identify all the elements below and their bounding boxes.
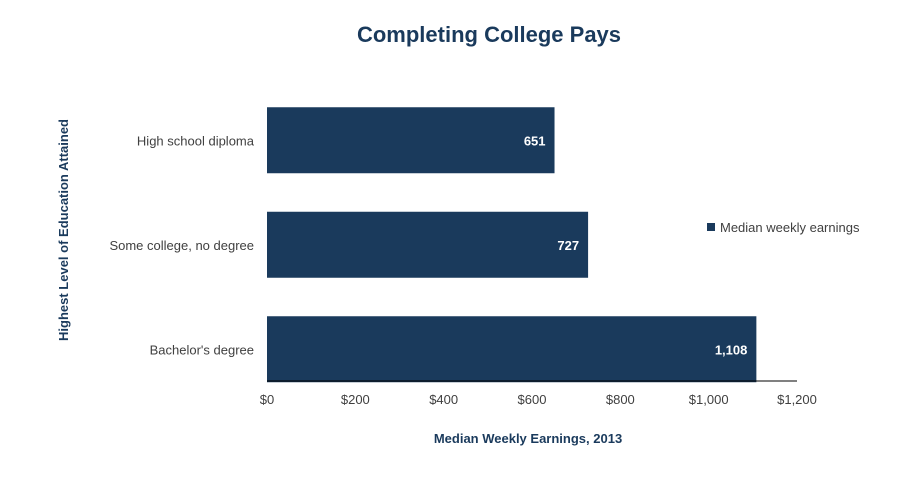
x-tick-label: $0 [260,392,274,407]
category-labels: High school diploma Some college, no degr… [109,133,254,357]
bar-group: 651 727 1,108 [267,107,757,383]
legend-label: Median weekly earnings [720,220,860,235]
data-label: 1,108 [715,342,748,357]
category-label: High school diploma [137,133,255,148]
legend: Median weekly earnings [707,220,860,235]
category-label: Some college, no degree [109,238,254,253]
bar [267,211,589,278]
x-axis-title: Median Weekly Earnings, 2013 [434,431,622,446]
data-label: 651 [524,133,546,148]
y-axis-title: Highest Level of Education Attained [56,119,71,341]
x-tick-labels: $0 $200 $400 $600 $800 $1,000 $1,200 [260,392,817,407]
legend-swatch [707,223,715,231]
bar [267,316,757,383]
x-tick-label: $200 [341,392,370,407]
x-tick-label: $600 [518,392,547,407]
category-label: Bachelor's degree [150,342,254,357]
chart-title: Completing College Pays [357,22,621,47]
x-tick-label: $1,200 [777,392,817,407]
x-tick-label: $800 [606,392,635,407]
x-tick-label: $400 [429,392,458,407]
bar [267,107,555,174]
data-label: 727 [557,238,579,253]
x-tick-label: $1,000 [689,392,729,407]
